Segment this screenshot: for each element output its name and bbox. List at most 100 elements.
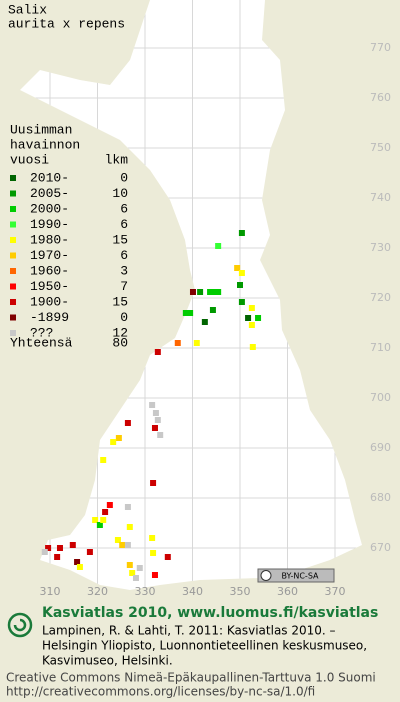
- observation: [151, 572, 158, 578]
- observation: [96, 522, 103, 528]
- legend-label: 1990-: [30, 217, 69, 232]
- legend-label: 2005-: [30, 186, 69, 201]
- observation: [249, 344, 256, 350]
- observation: [248, 322, 255, 328]
- legend-count: 6: [120, 217, 128, 232]
- legend-label: 1960-: [30, 263, 69, 278]
- observation: [92, 517, 99, 523]
- observation: [157, 432, 164, 438]
- x-tick-label: 360: [277, 585, 298, 598]
- y-tick-label: 770: [370, 41, 391, 54]
- x-tick-label: 330: [135, 585, 156, 598]
- legend-label: ???: [30, 325, 53, 340]
- legend-count: 10: [112, 186, 128, 201]
- observation: [234, 265, 241, 271]
- legend-count: 6: [120, 248, 128, 263]
- observation: [126, 562, 133, 568]
- observations: [41, 230, 262, 581]
- observation: [207, 289, 214, 295]
- y-tick-label: 730: [370, 241, 391, 254]
- total-count: 80: [112, 335, 128, 350]
- legend-label: 2010-: [30, 170, 69, 185]
- x-tick-label: 310: [40, 585, 61, 598]
- finland-land: [20, 0, 362, 590]
- observation: [237, 282, 243, 288]
- legend-swatch: [10, 237, 16, 243]
- title-line: aurita x repens: [8, 16, 125, 31]
- observation: [189, 289, 196, 295]
- observation: [102, 509, 109, 515]
- y-tick-label: 720: [370, 291, 391, 304]
- cc-icon: [260, 570, 272, 581]
- observation: [100, 517, 107, 523]
- observation: [197, 289, 204, 295]
- observation: [174, 340, 181, 346]
- y-tick-label: 680: [370, 491, 391, 504]
- legend-label: 1950-: [30, 279, 69, 294]
- footer-heading: Kasviatlas 2010, www.luomus.fi/kasviatla…: [42, 605, 378, 621]
- legend: 2010- 0 2005- 10 2000- 6 1990- 6 1980- 15 1970- 6 19…: [10, 170, 128, 340]
- observation: [150, 550, 157, 556]
- legend-count: 15: [112, 294, 128, 309]
- citation-line: Kasvimuseo, Helsinki.: [42, 654, 173, 668]
- observation: [150, 480, 157, 486]
- x-tick-label: 370: [325, 585, 346, 598]
- observation: [124, 542, 131, 548]
- observation: [86, 549, 93, 555]
- observation: [215, 289, 222, 295]
- legend-swatch: [10, 190, 16, 197]
- observation: [136, 565, 143, 571]
- legend-swatch: [10, 314, 16, 321]
- observation: [69, 542, 76, 548]
- legend-heading: vuosi: [10, 152, 49, 167]
- y-tick-label: 700: [370, 391, 391, 404]
- legend-swatch: [10, 206, 16, 212]
- license-line: Creative Commons Nimeä-Epäkaupallinen-Ta…: [6, 671, 376, 685]
- license-line: http://creativecommons.org/licenses/by-n…: [6, 685, 315, 699]
- observation: [215, 243, 222, 249]
- observation: [76, 564, 83, 570]
- observation: [149, 402, 156, 408]
- legend-count: 0: [120, 310, 128, 325]
- legend-count-heading: lkm: [105, 152, 129, 167]
- legend-label: 2000-: [30, 201, 69, 216]
- observation: [201, 319, 208, 325]
- legend-label: 1970-: [30, 248, 69, 263]
- observation: [110, 439, 117, 445]
- observation: [100, 457, 107, 463]
- observation: [211, 289, 218, 295]
- y-tick-label: 750: [370, 141, 391, 154]
- observation: [209, 307, 216, 313]
- legend-swatch: [10, 299, 16, 305]
- citation-line: Lampinen, R. & Lahti, T. 2011: Kasviatla…: [42, 624, 336, 638]
- observation: [245, 315, 252, 321]
- observation: [124, 504, 131, 510]
- observation: [126, 524, 133, 530]
- legend-count: 12: [112, 325, 128, 340]
- legend-label: -1899: [30, 310, 69, 325]
- observation: [129, 570, 136, 576]
- legend-count: 15: [112, 232, 128, 247]
- license-badge-text: BY-NC-SA: [281, 572, 319, 581]
- observation: [114, 537, 121, 543]
- observation: [238, 270, 245, 276]
- observation: [56, 545, 63, 551]
- legend-swatch: [10, 252, 16, 259]
- legend-label: 1980-: [30, 232, 69, 247]
- citation-line: Helsingin Yliopisto, Luonnontieteellinen…: [42, 639, 367, 653]
- observation: [45, 545, 52, 551]
- observation: [149, 535, 156, 541]
- total-label: Yhteensä: [10, 335, 73, 350]
- observation: [119, 542, 126, 548]
- legend-swatch: [10, 330, 16, 336]
- legend-swatch: [10, 283, 16, 290]
- observation: [74, 559, 81, 565]
- x-tick-label: 340: [182, 585, 203, 598]
- observation: [152, 410, 159, 416]
- x-tick-label: 320: [87, 585, 108, 598]
- observation: [124, 420, 131, 426]
- observation: [132, 575, 139, 581]
- legend-count: 0: [120, 170, 128, 185]
